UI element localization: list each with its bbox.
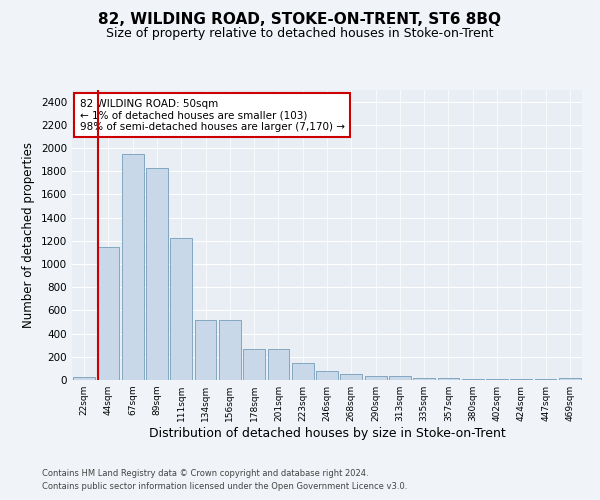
Bar bbox=[170, 238, 192, 380]
Bar bbox=[219, 320, 241, 380]
Bar bbox=[268, 350, 289, 380]
Bar bbox=[292, 363, 314, 380]
Bar bbox=[389, 376, 411, 380]
Text: 82 WILDING ROAD: 50sqm
← 1% of detached houses are smaller (103)
98% of semi-det: 82 WILDING ROAD: 50sqm ← 1% of detached … bbox=[80, 98, 344, 132]
Bar bbox=[511, 379, 532, 380]
Bar bbox=[243, 350, 265, 380]
Bar bbox=[122, 154, 143, 380]
Bar bbox=[365, 376, 386, 380]
Bar bbox=[535, 379, 556, 380]
Bar bbox=[194, 320, 217, 380]
Bar bbox=[97, 246, 119, 380]
Bar bbox=[340, 374, 362, 380]
Bar bbox=[462, 378, 484, 380]
Bar bbox=[146, 168, 168, 380]
Bar bbox=[559, 378, 581, 380]
Text: Size of property relative to detached houses in Stoke-on-Trent: Size of property relative to detached ho… bbox=[106, 28, 494, 40]
Y-axis label: Number of detached properties: Number of detached properties bbox=[22, 142, 35, 328]
Bar bbox=[316, 370, 338, 380]
Text: 82, WILDING ROAD, STOKE-ON-TRENT, ST6 8BQ: 82, WILDING ROAD, STOKE-ON-TRENT, ST6 8B… bbox=[98, 12, 502, 28]
Bar bbox=[437, 378, 460, 380]
Bar bbox=[413, 378, 435, 380]
Text: Contains public sector information licensed under the Open Government Licence v3: Contains public sector information licen… bbox=[42, 482, 407, 491]
X-axis label: Distribution of detached houses by size in Stoke-on-Trent: Distribution of detached houses by size … bbox=[149, 427, 505, 440]
Bar bbox=[486, 379, 508, 380]
Text: Contains HM Land Registry data © Crown copyright and database right 2024.: Contains HM Land Registry data © Crown c… bbox=[42, 468, 368, 477]
Bar bbox=[73, 377, 95, 380]
